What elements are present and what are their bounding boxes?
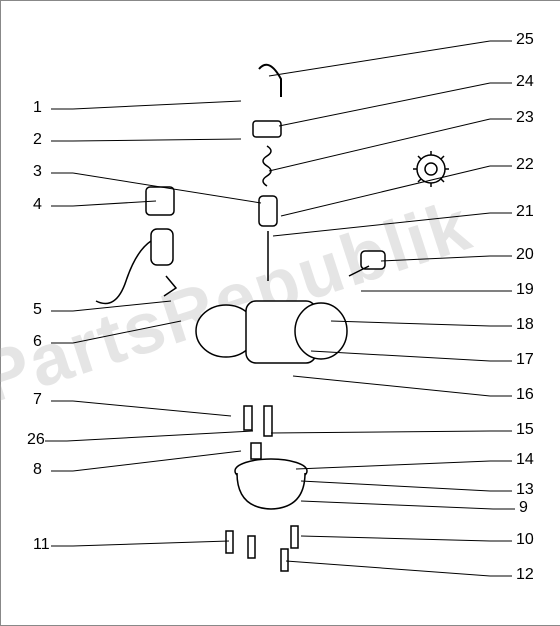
callout-8: 8: [33, 461, 42, 479]
callout-14: 14: [516, 451, 534, 469]
callout-1: 1: [33, 99, 42, 117]
callout-6: 6: [33, 333, 42, 351]
leader-lines: [1, 1, 560, 625]
callout-17: 17: [516, 351, 534, 369]
callout-22: 22: [516, 156, 534, 174]
callout-9: 9: [519, 499, 528, 517]
callout-19: 19: [516, 281, 534, 299]
callout-12: 12: [516, 566, 534, 584]
callout-4: 4: [33, 196, 42, 214]
callout-11: 11: [33, 536, 50, 554]
callout-10: 10: [516, 531, 534, 549]
callout-26: 26: [27, 431, 45, 449]
callout-18: 18: [516, 316, 534, 334]
callout-15: 15: [516, 421, 534, 439]
callout-20: 20: [516, 246, 534, 264]
callout-2: 2: [33, 131, 42, 149]
diagram-container: PartsRepublik: [0, 0, 560, 626]
callout-13: 13: [516, 481, 534, 499]
callout-5: 5: [33, 301, 42, 319]
callout-16: 16: [516, 386, 534, 404]
callout-25: 25: [516, 31, 534, 49]
callout-23: 23: [516, 109, 534, 127]
callout-21: 21: [516, 203, 534, 221]
callout-24: 24: [516, 73, 534, 91]
callout-3: 3: [33, 163, 42, 181]
callout-7: 7: [33, 391, 42, 409]
